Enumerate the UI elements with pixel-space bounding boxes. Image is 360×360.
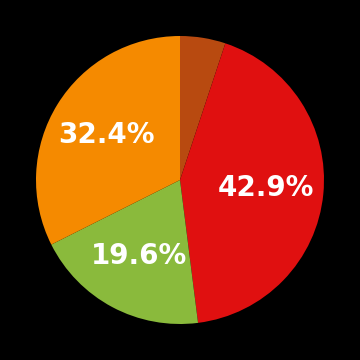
Wedge shape: [180, 36, 225, 180]
Text: 42.9%: 42.9%: [218, 174, 314, 202]
Text: 19.6%: 19.6%: [91, 242, 188, 270]
Text: 32.4%: 32.4%: [58, 121, 155, 149]
Wedge shape: [36, 36, 180, 244]
Wedge shape: [51, 180, 198, 324]
Wedge shape: [180, 43, 324, 323]
